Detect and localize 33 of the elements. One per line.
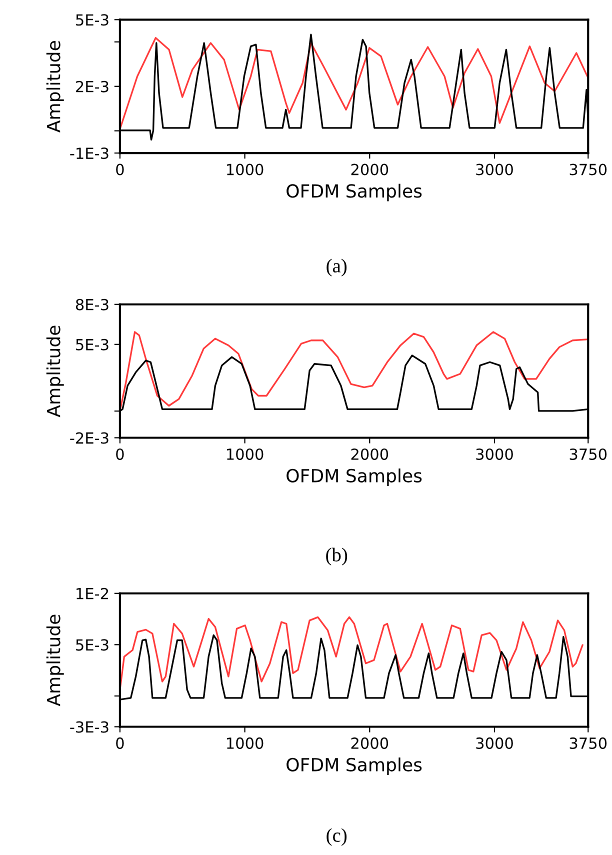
- x-tick-label: 2000: [351, 448, 388, 460]
- text: (c): [326, 828, 347, 846]
- x-tick-label: 3750: [570, 737, 607, 749]
- x-tick-label: 3000: [476, 448, 513, 460]
- y-axis-title: Amplitude: [46, 614, 64, 706]
- y-tick-label: 2E-3: [76, 80, 108, 92]
- x-axis-title: OFDM Samples: [286, 184, 422, 202]
- y-tick-label: -1E-3: [70, 148, 108, 160]
- x-tick-label: 3000: [476, 737, 513, 749]
- y-axis-title: Amplitude: [46, 41, 64, 132]
- x-tick-label: 1000: [227, 737, 264, 749]
- y-tick-label: 5E-3: [76, 14, 108, 26]
- x-tick-label: 1000: [227, 164, 264, 176]
- y-tick-label: 5E-3: [76, 639, 108, 651]
- x-tick-label: 0: [116, 448, 124, 460]
- x-tick-label: 2000: [351, 164, 388, 176]
- y-tick-label: -3E-3: [70, 721, 108, 733]
- y-axis-title: Amplitude: [46, 326, 64, 418]
- x-axis-title: OFDM Samples: [286, 468, 422, 486]
- x-axis-title: OFDM Samples: [286, 758, 422, 775]
- x-tick-label: 1000: [227, 448, 264, 460]
- text: (b): [326, 548, 348, 566]
- text: (a): [326, 258, 347, 276]
- x-tick-label: 3000: [476, 164, 513, 176]
- x-tick-label: 3750: [570, 448, 607, 460]
- y-tick-label: 8E-3: [76, 298, 108, 310]
- x-tick-label: 2000: [351, 737, 388, 749]
- y-tick-label: 5E-3: [76, 338, 108, 350]
- x-tick-label: 3750: [570, 164, 607, 176]
- y-tick-label: -2E-3: [70, 432, 108, 444]
- x-tick-label: 0: [116, 737, 124, 749]
- y-tick-label: 1E-2: [76, 588, 108, 600]
- x-tick-label: 0: [116, 164, 124, 176]
